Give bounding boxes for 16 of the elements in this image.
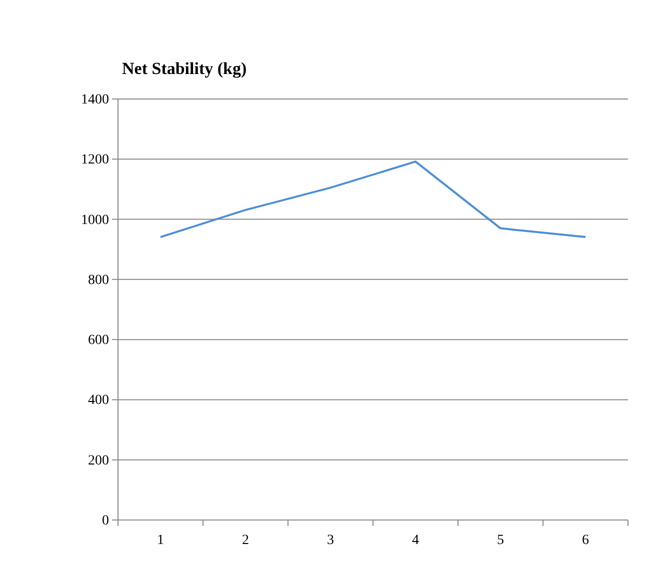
chart-title: Net Stability (kg) [122,59,247,78]
y-tick-label: 200 [88,453,109,468]
x-tick-label: 1 [157,532,164,548]
y-tick-label: 600 [88,333,109,348]
line-series [160,160,586,238]
y-tick-label: 800 [88,272,109,288]
y-tick-label: 400 [88,393,109,408]
x-tick-label: 2 [242,532,249,548]
y-tick-label: 1400 [81,92,109,108]
x-tick-label: 6 [582,532,589,548]
x-tick-label: 4 [412,532,419,548]
x-tick-label: 3 [327,532,334,548]
y-tick-label: 1000 [81,212,109,228]
y-tick-label: 1200 [81,152,109,168]
y-tick-label: 0 [102,513,109,528]
x-tick-label: 5 [497,532,504,548]
